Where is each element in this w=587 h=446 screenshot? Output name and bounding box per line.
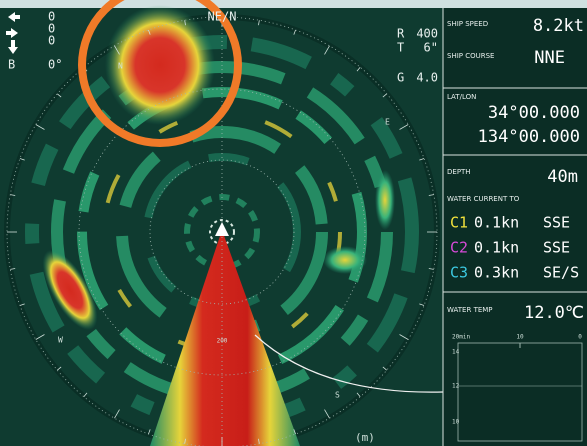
tx-value: 6" (424, 41, 438, 55)
echo-layer (4, 5, 444, 446)
bearing-tick (258, 438, 260, 444)
depth-value: 40m (547, 167, 578, 187)
compass-label: E (385, 118, 390, 127)
current-id: C3 (450, 264, 468, 282)
bearing-tick (184, 438, 186, 444)
bearing-tick (114, 409, 120, 419)
latitude: 34°00.000 (488, 103, 580, 123)
bearing-tick (419, 303, 425, 306)
graph-y-label: 10 (452, 419, 460, 426)
status-indicators: 0 0 0 B 0° NE/N (6, 10, 236, 72)
indicator-value: 0 (48, 34, 55, 48)
bearing-tick (356, 67, 361, 72)
speed-value: 8.2kt (533, 16, 584, 36)
gain-value: 4.0 (416, 71, 438, 85)
bearing-tick (114, 45, 120, 55)
speed-label: SHIP SPEED (447, 20, 488, 28)
bearing-tick (382, 366, 387, 371)
compass-label: N (118, 62, 123, 71)
bearing-tick (19, 303, 25, 306)
highlight-circle (78, 0, 242, 147)
range-value: 400 (416, 27, 438, 41)
bearing-tick (10, 194, 16, 196)
indicator-value: 0 (48, 10, 55, 24)
graph-y-label: 12 (452, 383, 460, 390)
bearing-tick (258, 20, 260, 26)
current-direction: SSE (543, 214, 570, 232)
bearing-tick (382, 93, 387, 98)
graph-x-label: 10 (516, 334, 524, 341)
bearing-label: B (8, 58, 15, 72)
graph-x-label: 20min (452, 334, 470, 341)
current-label: WATER CURRENT TO (447, 195, 520, 203)
panel-dividers (442, 8, 587, 446)
unit-label: (m) (355, 431, 375, 444)
bearing-tick (57, 366, 62, 371)
range-info: R 400 T 6" G 4.0 (397, 27, 438, 85)
bearing-tick (356, 392, 361, 397)
current-list: C1 0.1kn SSE C2 0.1kn SSE C3 0.3kn SE/S (450, 214, 579, 282)
current-speed: 0.1kn (474, 214, 519, 232)
bearing-tick (324, 45, 330, 55)
current-speed: 0.1kn (474, 239, 519, 257)
bearing-tick (148, 429, 151, 435)
course-label: SHIP COURSE (447, 52, 494, 60)
bearing-tick (399, 124, 409, 130)
bearing-tick (324, 409, 330, 419)
tx-label: T (397, 41, 404, 55)
bearing-tick (428, 194, 434, 196)
bearing-tick (184, 20, 186, 26)
bearing-tick (19, 158, 25, 161)
longitude: 134°00.000 (478, 127, 580, 147)
graph-x-label: 0 (578, 334, 582, 341)
bearing-tick (419, 158, 425, 161)
bearing-tick (148, 29, 151, 35)
current-speed: 0.3kn (474, 264, 519, 282)
info-panel (443, 8, 587, 446)
scale-label: 200 (217, 338, 228, 345)
compass-label: S (335, 391, 340, 400)
bearing-tick (83, 392, 88, 397)
bearing-tick (428, 268, 434, 270)
bearing-tick (35, 124, 45, 130)
bearing-tick (57, 93, 62, 98)
current-direction: SE/S (543, 264, 579, 282)
current-id: C1 (450, 214, 468, 232)
compass: N E S W 200 (m) (58, 62, 390, 445)
bearing-tick (293, 29, 296, 35)
bearing-tick (293, 429, 296, 435)
graph-y-label: 14 (452, 349, 460, 356)
latlon-label: LAT/LON (447, 93, 476, 101)
current-direction: SSE (543, 239, 570, 257)
current-id: C2 (450, 239, 468, 257)
north-label: NE/N (208, 10, 237, 24)
temp-label: WATER TEMP (447, 306, 493, 314)
compass-label: W (58, 336, 63, 345)
bearing-tick (399, 334, 409, 340)
bearing-tick (35, 334, 45, 340)
temp-value: 12.0℃ (524, 303, 584, 323)
gain-label: G (397, 71, 404, 85)
bearing-tick (10, 268, 16, 270)
indicator-value: 0 (48, 22, 55, 36)
range-label: R (397, 27, 405, 41)
depth-label: DEPTH (447, 168, 471, 176)
bearing-value: 0° (48, 58, 62, 72)
temp-graph: 20min 10 0 14 12 10 (452, 334, 583, 442)
course-value: NNE (534, 48, 565, 68)
